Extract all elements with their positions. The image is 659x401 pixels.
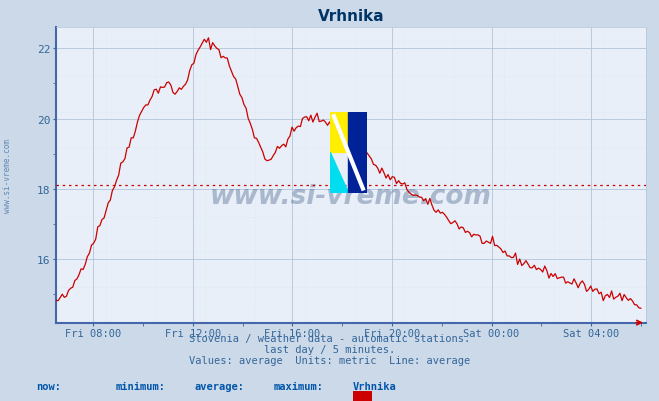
Text: average:: average: <box>194 381 244 391</box>
Text: Vrhnika: Vrhnika <box>353 381 396 391</box>
Text: now:: now: <box>36 381 61 391</box>
Text: Values: average  Units: metric  Line: average: Values: average Units: metric Line: aver… <box>189 355 470 365</box>
Polygon shape <box>330 153 349 193</box>
Title: Vrhnika: Vrhnika <box>318 9 384 24</box>
Text: minimum:: minimum: <box>115 381 165 391</box>
Text: last day / 5 minutes.: last day / 5 minutes. <box>264 344 395 354</box>
Text: maximum:: maximum: <box>273 381 324 391</box>
Text: Slovenia / weather data - automatic stations.: Slovenia / weather data - automatic stat… <box>189 333 470 343</box>
Polygon shape <box>349 113 366 193</box>
Text: www.si-vreme.com: www.si-vreme.com <box>3 138 13 213</box>
Polygon shape <box>330 113 366 153</box>
Text: www.si-vreme.com: www.si-vreme.com <box>210 183 492 209</box>
